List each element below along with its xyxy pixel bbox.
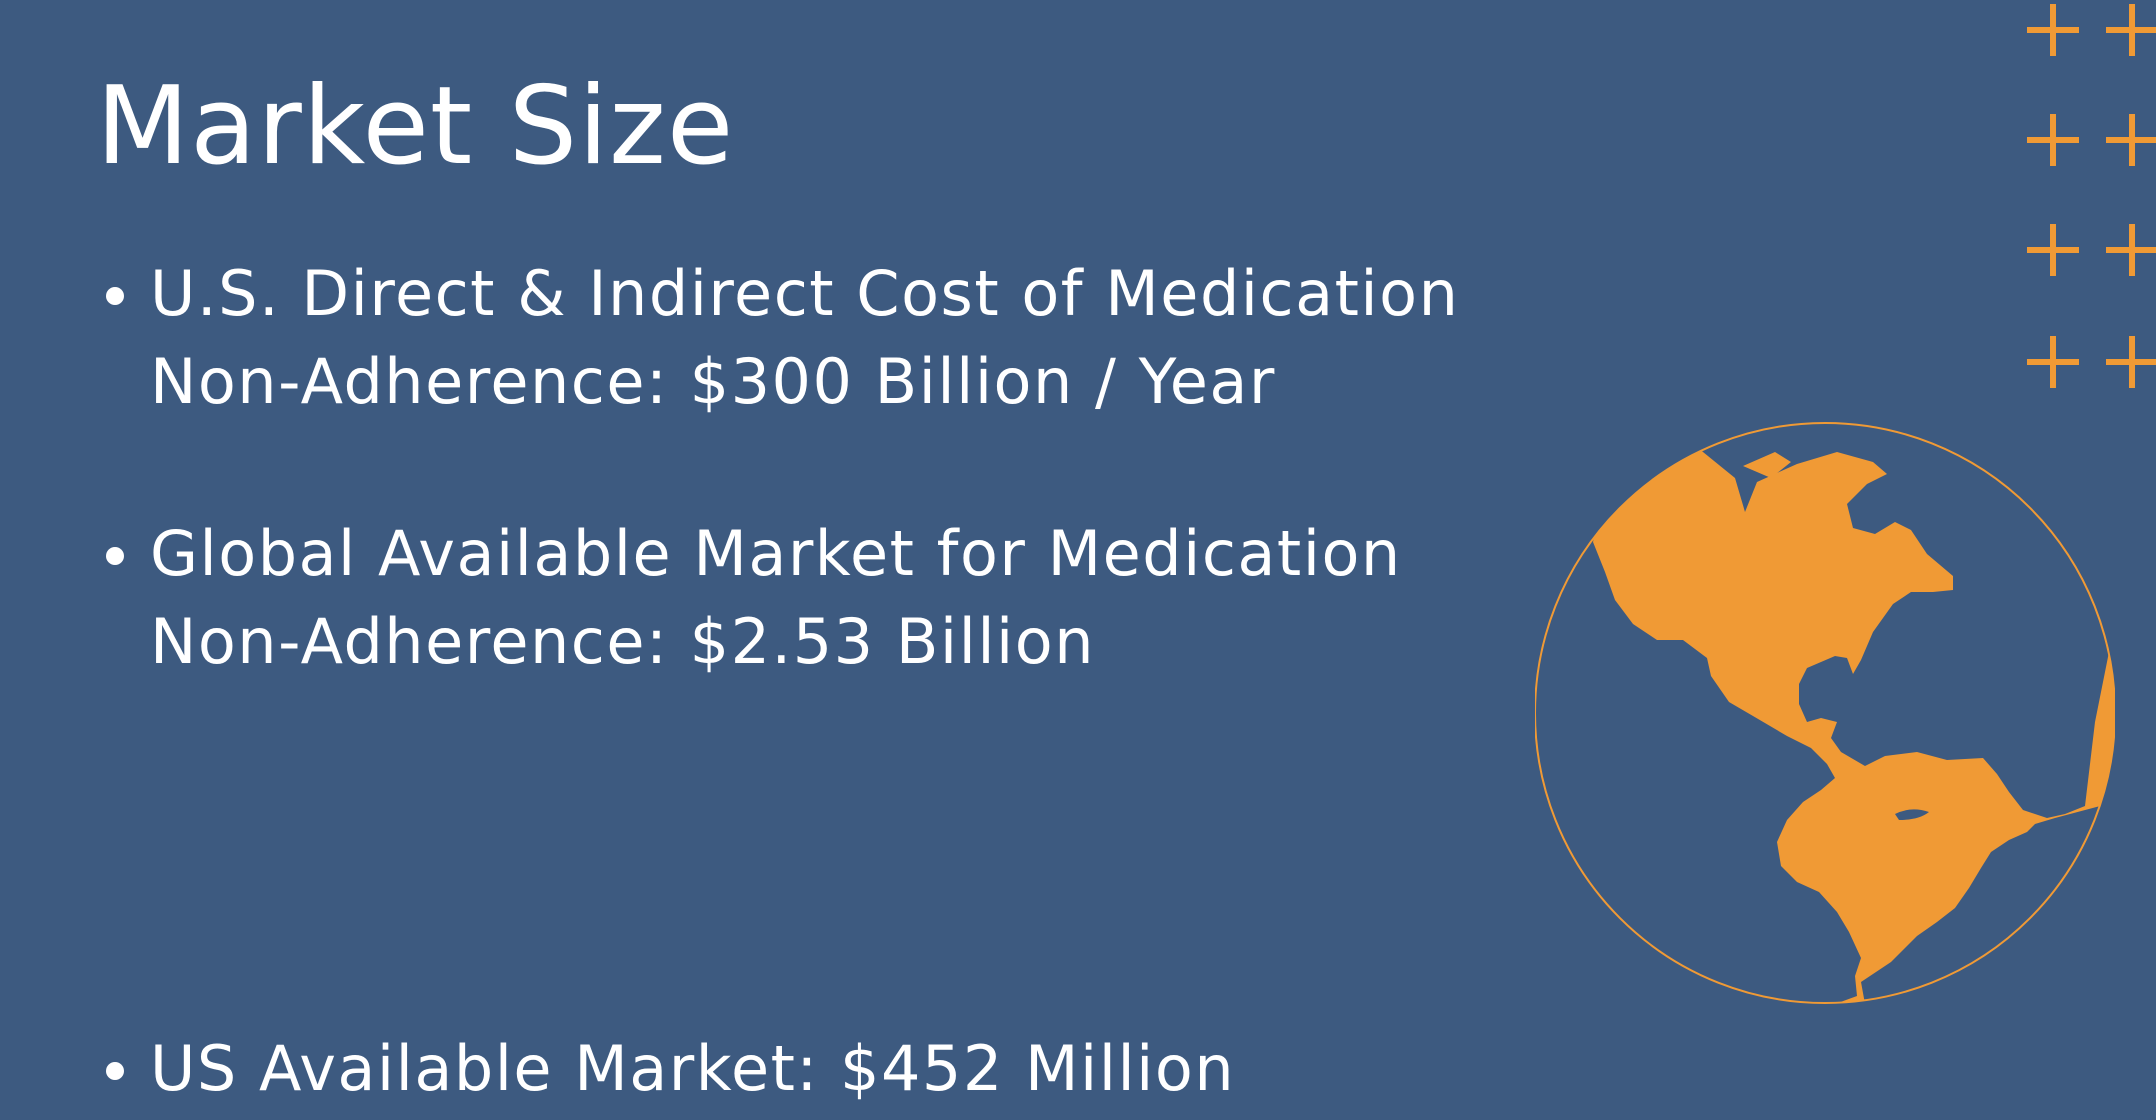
bullet-dot-icon <box>106 287 124 305</box>
bullet-item: U.S. Direct & Indirect Cost of Medicatio… <box>106 250 1520 426</box>
bullet-text-line: US Available Market: $452 Million <box>150 1032 1236 1105</box>
plus-pattern-graphic <box>2027 4 2156 388</box>
globe-americas-icon <box>1534 422 2116 1004</box>
bullet-text-line: Non-Adherence: $2.53 Billion <box>150 605 1095 678</box>
bullet-text-line: Global Available Market for Medication <box>150 517 1402 590</box>
plus-icon <box>2027 224 2079 276</box>
plus-icon <box>2106 224 2156 276</box>
bullet-text-line: Non-Adherence: $300 Billion / Year <box>150 345 1276 418</box>
plus-pattern <box>2000 0 2156 400</box>
globe-graphic <box>1534 422 2116 1004</box>
plus-icon <box>2027 114 2079 166</box>
plus-icon <box>2106 4 2156 56</box>
plus-icon <box>2027 4 2079 56</box>
bullet-dot-icon <box>106 547 124 565</box>
plus-icon <box>2106 336 2156 388</box>
plus-icon <box>2027 336 2079 388</box>
plus-icon <box>2106 114 2156 166</box>
bullet-item: Global Available Market for Medication N… <box>106 510 1520 686</box>
bullet-item: US Available Market: $452 Million <box>106 1025 1520 1113</box>
bullet-dot-icon <box>106 1062 124 1080</box>
slide-title: Market Size <box>96 64 735 189</box>
bullet-text-line: U.S. Direct & Indirect Cost of Medicatio… <box>150 257 1460 330</box>
